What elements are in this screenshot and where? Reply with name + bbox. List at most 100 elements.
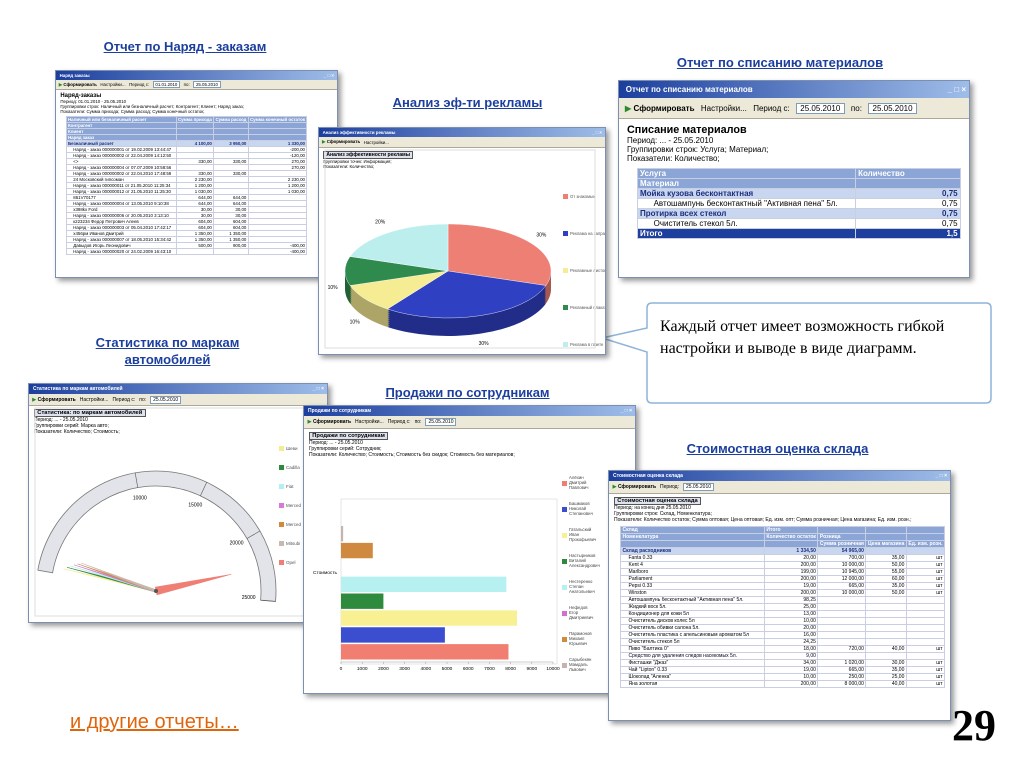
generate-button[interactable]: Сформировать: [308, 419, 351, 425]
table-cell: Шоколад "Аленка": [620, 673, 765, 681]
table-cell: 25,00: [763, 603, 819, 611]
header-cell: Розница: [817, 533, 867, 541]
table-cell: 18,00: [763, 645, 819, 653]
table-cell: Пиво "Балтика 0": [620, 645, 765, 653]
generate-button[interactable]: Сформировать: [32, 397, 76, 403]
bar: [341, 644, 509, 660]
gauge-tick-label: 20000: [230, 541, 244, 547]
report-table: Наличный или безналичный расчет Сумма при…: [65, 116, 308, 256]
date-field[interactable]: 25.05.2010: [193, 81, 221, 88]
x-tick-label: 6000: [463, 666, 474, 672]
table-cell: 0,75: [854, 197, 962, 209]
date-field[interactable]: 01.01.2010: [152, 81, 181, 88]
table-cell: Очиститель обивки салона 5л.: [620, 624, 765, 632]
table-cell: 665,00: [817, 582, 867, 590]
table-cell: 8 000,00: [817, 680, 867, 688]
table-cell: 40,00: [865, 680, 907, 688]
x-tick-label: 5000: [442, 666, 453, 672]
table-cell: 34,00: [763, 659, 819, 667]
toolbar-item[interactable]: Период с:: [112, 396, 136, 403]
generate-button[interactable]: Сформировать: [625, 104, 695, 113]
legend-line: Николай: [569, 506, 587, 511]
table-cell: 60,00: [865, 575, 907, 583]
header-cell: Номенклатура: [620, 533, 765, 541]
report-heading: Списание материалов: [627, 123, 747, 136]
toolbar-item[interactable]: Настройки...: [100, 82, 126, 87]
legend-label: Merced: [286, 522, 302, 527]
header-cell: Цена магазина: [865, 540, 907, 548]
legend-line: Иван: [569, 532, 580, 537]
table-row: Kent 4 200,00 10 000,00 50,00 шт: [620, 561, 946, 569]
table-cell: [905, 652, 946, 660]
date-field[interactable]: 25.05.2010: [682, 483, 715, 491]
table-cell: 0,75: [854, 217, 962, 229]
table-cell: Кондиционер для кожи 5л: [620, 610, 765, 618]
legend-label: Mitsubi: [286, 541, 300, 546]
report-body: Стоимостная оценка склада Период: на коне…: [609, 494, 950, 720]
date-field[interactable]: 25.05.2010: [150, 395, 182, 404]
table-cell: 98,25: [763, 596, 819, 604]
date-field[interactable]: 25.05.2010: [796, 102, 845, 114]
table-cell: Итого: [636, 227, 856, 239]
legend-label: Парамонов Михаил Юрьевич: [569, 631, 592, 646]
table-cell: [817, 631, 867, 639]
pie-slice: [349, 223, 449, 272]
gauge-needle: [80, 562, 157, 593]
toolbar-item[interactable]: Настройки...: [79, 396, 109, 403]
info-line: Показатели: Количество; Стоимость;: [34, 429, 120, 435]
table-cell: 13,00: [763, 610, 819, 618]
header-cell: Услуга: [636, 167, 856, 179]
info-line: Показатели: Количество остаток; Сумма оп…: [614, 517, 912, 523]
legend-label: Fiat: [286, 484, 294, 489]
title-bar: Продажи по сотрудникам _ □ ×: [304, 406, 635, 416]
toolbar-item[interactable]: Настройки...: [363, 139, 389, 145]
toolbar-item[interactable]: Период с:: [387, 419, 411, 425]
generate-button[interactable]: Сформировать: [59, 82, 96, 88]
table-cell: [817, 596, 867, 604]
toolbar-item[interactable]: Настройки...: [700, 103, 747, 113]
caption: Анализ эф-ти рекламы: [392, 95, 543, 110]
table-cell: 35,00: [865, 554, 907, 562]
table-cell: 0,75: [854, 187, 962, 199]
generate-button[interactable]: Сформировать: [613, 484, 656, 490]
date-field[interactable]: 25.05.2010: [868, 102, 917, 114]
toolbar-item[interactable]: по:: [414, 419, 422, 425]
toolbar-item[interactable]: Период с:: [129, 82, 150, 87]
toolbar-item[interactable]: по:: [850, 103, 862, 113]
toolbar-item[interactable]: Период:: [660, 484, 679, 490]
table-cell: 200,00: [763, 589, 819, 597]
table-row: Склад расходников 1 334,50 54 965,00: [620, 547, 946, 555]
info-line: Показатели: Количество;: [323, 163, 375, 169]
toolbar: Сформировать Период:25.05.2010: [609, 481, 950, 494]
gauge-tick-label: 15000: [188, 503, 202, 509]
table-cell: 20,00: [763, 554, 819, 562]
table-cell: 35,00: [865, 582, 907, 590]
generate-button[interactable]: Сформировать: [322, 139, 360, 145]
table-cell: шт: [905, 568, 946, 576]
toolbar-item[interactable]: Настройки...: [355, 419, 384, 425]
table-cell: [865, 603, 907, 611]
table-cell: Очиститель пластика с апельсиновым арома…: [620, 631, 765, 639]
report-window: Анализ эффективности рекламы _ □ × Сформир…: [318, 127, 606, 355]
table-row: Очиститель стекол 5л. 0,75: [636, 217, 962, 229]
date-field[interactable]: 25.05.2010: [425, 418, 457, 426]
legend-line: Егор: [569, 610, 579, 615]
footer-link[interactable]: и другие отчеты…: [70, 711, 239, 733]
legend-swatch: [562, 533, 567, 538]
table-cell: [865, 638, 907, 646]
legend-line: Михаил: [569, 636, 585, 641]
toolbar-item[interactable]: по:: [139, 396, 147, 403]
legend-swatch: [562, 585, 567, 590]
toolbar-item[interactable]: Период с:: [753, 103, 790, 113]
legend-line: Нефедов: [569, 605, 588, 610]
legend-line: Львович: [569, 667, 586, 672]
info-line: Группировки точек: Информация;: [323, 158, 392, 164]
header-row: Материал: [636, 177, 962, 189]
table-cell: [817, 610, 867, 618]
report-heading: Анализ эффективности рекламы: [323, 150, 414, 159]
table-row: Winston 200,00 10 000,00 50,00 шт: [620, 589, 946, 597]
table-cell: 50,00: [865, 589, 907, 597]
gauge-tick: [134, 472, 139, 488]
toolbar-item[interactable]: по:: [183, 82, 190, 87]
